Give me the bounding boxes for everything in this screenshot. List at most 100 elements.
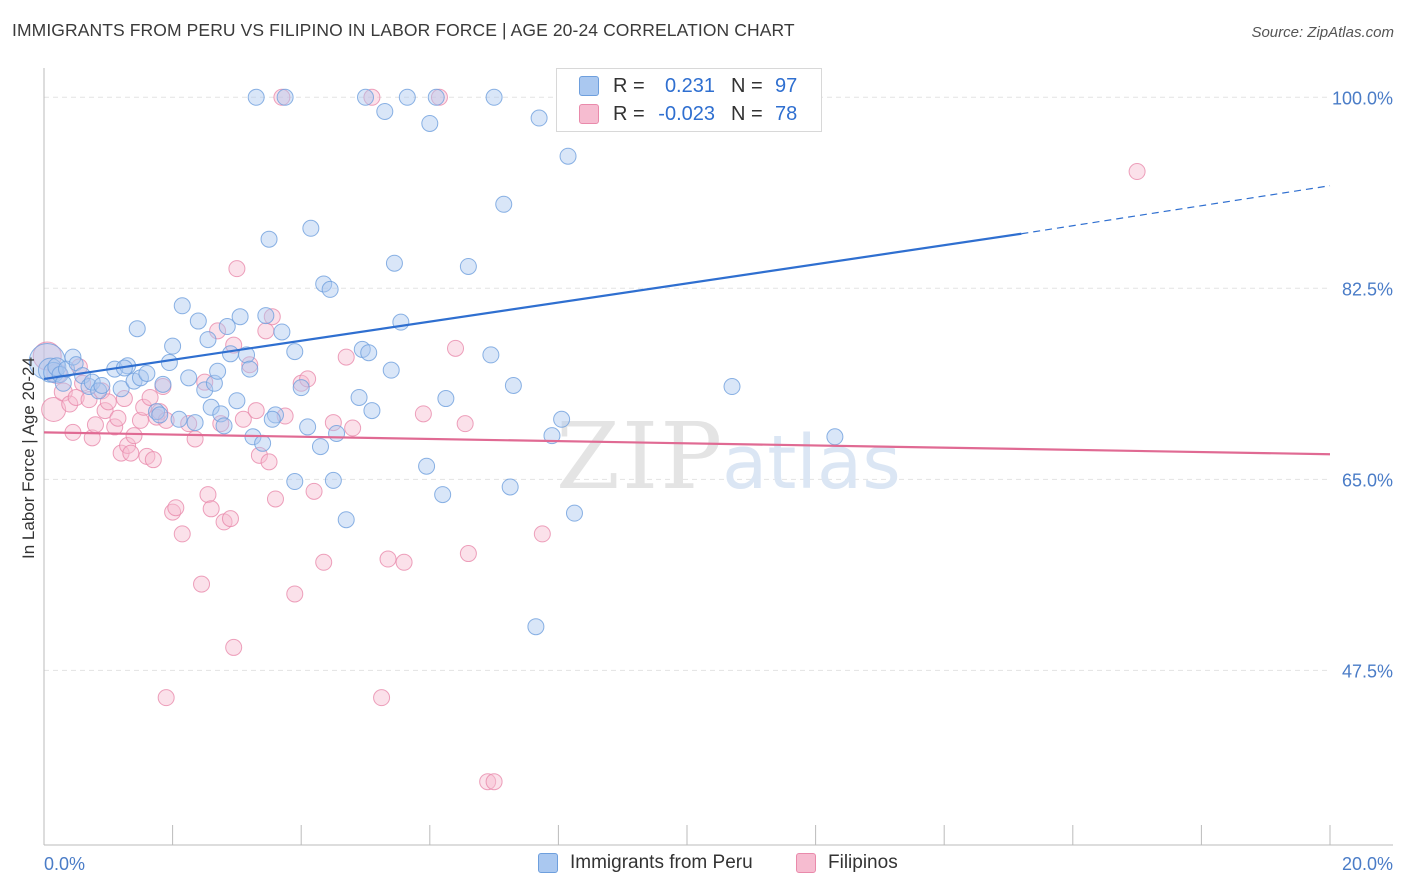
peru-point: [321, 280, 339, 298]
peru-point: [276, 88, 294, 106]
filipino-point: [186, 430, 204, 448]
legend-row-pink: R = -0.023 N = 78: [579, 102, 797, 126]
peru-point: [286, 473, 304, 491]
filipino-point: [167, 499, 185, 517]
y-tick-label: 100.0%: [1332, 88, 1393, 108]
peru-point: [559, 147, 577, 165]
filipino-point: [221, 510, 239, 528]
filipino-point: [109, 409, 127, 427]
filipino-point: [193, 575, 211, 593]
grid-lines: [44, 96, 1330, 671]
peru-point: [328, 424, 346, 442]
filipino-point: [99, 393, 117, 411]
peru-point: [257, 307, 275, 325]
source-label: Source: ZipAtlas.com: [1251, 24, 1394, 41]
peru-point: [495, 195, 513, 213]
peru-point: [231, 308, 249, 326]
peru-point: [173, 297, 191, 315]
peru-point: [427, 88, 445, 106]
peru-point: [357, 88, 374, 106]
peru-point: [151, 406, 169, 424]
peru-point: [238, 346, 256, 364]
peru-point: [292, 379, 310, 397]
legend-r-value: -0.023: [658, 102, 715, 125]
legend-label-filipinos: Filipinos: [828, 852, 898, 873]
filipino-point: [1128, 163, 1146, 181]
peru-point: [196, 381, 214, 399]
filipino-point: [135, 398, 153, 416]
peru-point: [376, 102, 394, 120]
x-tick-label: 0.0%: [44, 854, 85, 874]
filipino-point: [257, 322, 275, 340]
legend-n-value: 78: [775, 102, 798, 125]
peru-point: [186, 414, 204, 432]
peru-point: [437, 390, 455, 408]
filipino-point: [479, 773, 497, 791]
y-tick-label: 82.5%: [1342, 279, 1393, 299]
filipino-point: [324, 414, 342, 432]
peru-point: [311, 438, 329, 456]
peru-point: [199, 331, 217, 349]
correlation-legend: R = 0.231 N = 97 R = -0.023 N = 78: [556, 68, 822, 132]
y-axis-label: In Labor Force | Age 20-24: [19, 357, 38, 559]
filipino-point: [395, 553, 413, 571]
legend-item-filipinos: Filipinos: [796, 852, 898, 874]
filipino-point: [228, 260, 246, 278]
watermark-zip: ZIP: [556, 403, 724, 510]
filipino-point: [286, 585, 304, 603]
peru-point: [418, 457, 436, 475]
filipino-point: [414, 405, 432, 423]
peru-point: [553, 410, 571, 428]
filipino-point: [157, 689, 175, 707]
peru-point: [83, 373, 101, 391]
filipino-point: [305, 482, 323, 500]
series-filipinos: [32, 88, 1146, 791]
peru-point: [398, 88, 416, 106]
peru-point: [363, 402, 381, 420]
peru-point: [273, 323, 291, 341]
filipino-point: [144, 451, 162, 469]
peru-point: [337, 511, 355, 529]
filipino-point: [379, 550, 397, 568]
y-tick-label: 65.0%: [1342, 470, 1393, 490]
filipino-point: [199, 486, 217, 504]
legend-row-blue: R = 0.231 N = 97: [579, 74, 797, 98]
filipino-point: [337, 348, 355, 366]
filipino-point: [41, 396, 67, 422]
filipino-point: [459, 545, 477, 563]
peru-point: [189, 312, 207, 330]
peru-point: [485, 88, 503, 106]
peru-point: [221, 345, 239, 363]
filipino-point: [106, 418, 124, 436]
legend-n-value: 97: [775, 74, 798, 97]
filipino-point: [122, 444, 140, 462]
filipino-point: [241, 356, 259, 374]
peru-point: [164, 337, 182, 355]
peru-point: [154, 375, 172, 393]
peru-point: [254, 434, 272, 452]
filipino-point: [86, 416, 104, 434]
filipino-point: [373, 689, 391, 707]
peru-point: [723, 378, 741, 396]
peru-point: [421, 114, 439, 132]
filipino-point: [456, 415, 474, 433]
peru-point: [501, 478, 519, 496]
peru-point: [202, 398, 220, 416]
peru-point: [128, 320, 146, 338]
filipino-point: [67, 388, 85, 406]
filipino-point: [363, 88, 381, 106]
filipino-point: [299, 370, 317, 388]
chart-title: IMMIGRANTS FROM PERU VS FILIPINO IN LABO…: [12, 20, 795, 40]
peru-point: [209, 362, 227, 380]
peru-point: [302, 219, 320, 237]
peru-point: [170, 410, 188, 428]
peru-point: [350, 388, 368, 406]
tick-labels: 100.0% 82.5% 65.0% 47.5% 0.0% 20.0%: [44, 88, 1393, 874]
peru-point: [180, 369, 198, 387]
watermark: ZIP atlas: [556, 403, 901, 510]
legend-swatch-filipinos: [796, 853, 816, 873]
filipino-point: [315, 553, 333, 571]
filipino-point: [212, 415, 230, 433]
legend-item-peru: Immigrants from Peru: [538, 852, 753, 874]
